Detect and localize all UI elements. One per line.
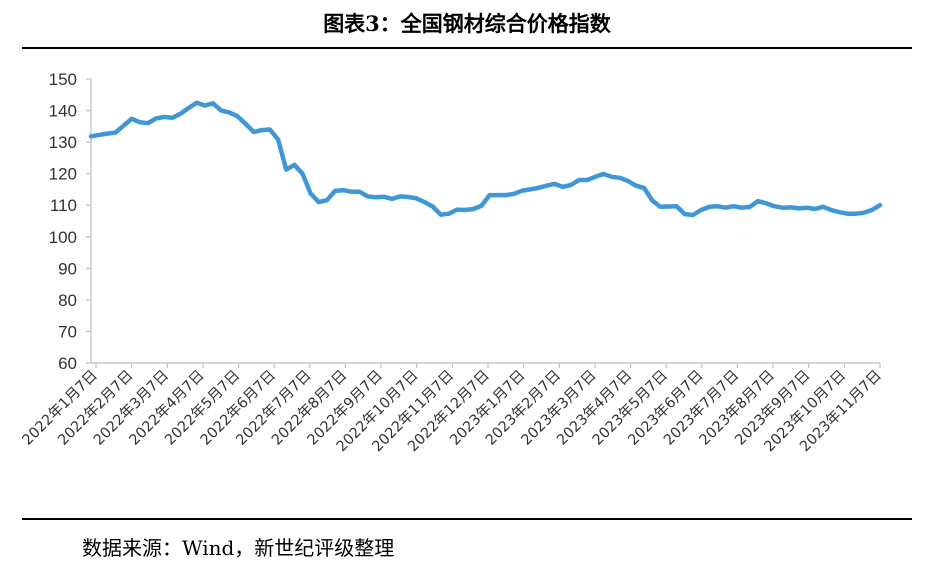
- y-tick-label: 150: [49, 70, 77, 89]
- y-tick-label: 140: [49, 102, 77, 121]
- y-tick-label: 70: [58, 322, 77, 341]
- series-group: [88, 100, 883, 218]
- source-note: 数据来源：Wind，新世纪评级整理: [82, 536, 395, 560]
- y-axis: 60 70 80 90 100 110 120 130 140 150: [49, 70, 92, 373]
- y-tick-label: 100: [49, 228, 77, 247]
- y-tick-label: 90: [58, 259, 77, 278]
- line-chart: 60 70 80 90 100 110 120 130 140 150 2022年1月7日2022…: [19, 70, 885, 455]
- figure-title: 图表3：全国钢材综合价格指数: [323, 11, 611, 36]
- y-tick-label: 80: [58, 291, 77, 310]
- series-line: [88, 100, 883, 218]
- x-axis: 2022年1月7日2022年2月7日2022年3月7日2022年4月7日2022…: [19, 362, 885, 455]
- y-tick-label: 110: [50, 196, 77, 215]
- top-rule: [22, 47, 912, 49]
- bottom-rule: [22, 518, 912, 520]
- y-tick-label: 120: [49, 165, 77, 184]
- y-tick-label: 60: [58, 354, 77, 373]
- y-tick-label: 130: [49, 133, 77, 152]
